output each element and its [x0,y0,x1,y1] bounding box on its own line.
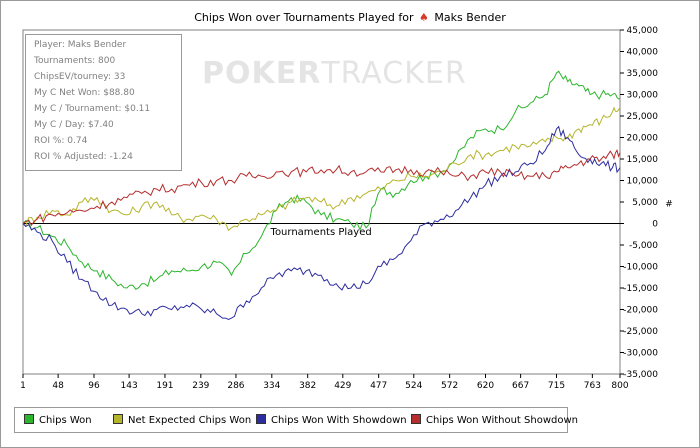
legend-item-net-expected[interactable]: Net Expected Chips Won [113,414,251,426]
x-tick-label: 524 [405,381,422,391]
y-tick-label: -35,000 [623,370,658,380]
y-tick-label: -25,000 [623,327,658,337]
y-tick-label: -30,000 [623,349,658,359]
x-tick-label: 429 [334,381,351,391]
series-line-chips-won-with-showdown [22,125,621,320]
y-tick-label: 0 [652,220,658,230]
y-tick-label: 20,000 [627,134,659,144]
x-tick-label: 1 [20,381,26,391]
x-axis-label: Tournaments Played [270,227,372,238]
legend-item-without-showdown[interactable]: Chips Won Without Showdown [411,414,578,426]
x-tick-label: 715 [548,381,565,391]
stat-per-tournament: My C / Tournament: $0.11 [34,104,151,114]
x-tick-label: 286 [227,381,244,391]
legend-swatch [256,414,266,424]
y-tick-label: 35,000 [627,69,659,79]
stat-tournaments: Tournaments: 800 [34,56,116,66]
x-tick-label: 477 [370,381,387,391]
series-line-chips-won [22,70,621,290]
watermark-bold: POKER [202,56,322,91]
legend-label: Net Expected Chips Won [128,415,252,426]
legend: Chips Won Net Expected Chips Won Chips W… [14,407,578,433]
y-tick-label: -5,000 [629,241,658,251]
y-tick-label: -15,000 [623,284,658,294]
series-line-net-expected-chips-won [22,106,621,232]
y-axis-label: # [665,199,673,209]
x-tick-label: 667 [512,381,529,391]
legend-swatch [411,414,421,424]
x-tick-label: 620 [477,381,494,391]
legend-label: Chips Won With Showdown [271,415,407,426]
x-tick-label: 48 [52,381,64,391]
y-tick-label: 30,000 [627,91,659,101]
stat-roi-adjusted: ROI % Adjusted: -1.24 [34,152,133,162]
y-tick-label: 5,000 [632,198,658,208]
x-tick-label: 572 [441,381,458,391]
y-tick-label: 25,000 [627,112,659,122]
pokertracker-watermark-logo: POKERTRACKER [202,56,467,91]
stats-box: Player: Maks Bender Tournaments: 800 Chi… [25,34,182,171]
chart-title: Chips Won over Tournaments Played for ♠ … [0,11,700,24]
series-line-chips-won-without-showdown [22,149,621,227]
stat-net-won: My C Net Won: $88.80 [34,88,135,98]
chart-title-prefix: Chips Won over Tournaments Played for [194,11,414,24]
x-tick-label: 143 [121,381,138,391]
chart-title-player: Maks Bender [434,11,506,24]
poker-suit-icon: ♠ [419,11,429,24]
y-tick-label: -10,000 [623,263,658,273]
stat-roi: ROI %: 0.74 [34,136,88,146]
legend-label: Chips Won [39,415,92,426]
x-tick-label: 191 [156,381,173,391]
legend-item-with-showdown[interactable]: Chips Won With Showdown [256,414,407,426]
legend-swatch [24,414,34,424]
stat-player: Player: Maks Bender [34,40,127,50]
stat-per-day: My C / Day: $7.40 [34,120,114,130]
x-tick-label: 96 [88,381,100,391]
y-tick-label: 40,000 [627,48,659,58]
x-tick-label: 763 [584,381,601,391]
x-tick-label: 334 [263,381,280,391]
legend-item-chips-won[interactable]: Chips Won [24,414,92,426]
y-tick-label: 45,000 [627,26,659,36]
y-tick-label: 10,000 [627,177,659,187]
y-tick-label: -20,000 [623,306,658,316]
x-tick-label: 800 [611,381,628,391]
legend-label: Chips Won Without Showdown [426,415,578,426]
x-tick-label: 239 [192,381,209,391]
legend-swatch [113,414,123,424]
watermark-thin: TRACKER [321,56,467,91]
y-tick-label: 15,000 [627,155,659,165]
x-tick-label: 382 [299,381,316,391]
stat-chipsev: ChipsEV/tourney: 33 [34,72,126,82]
